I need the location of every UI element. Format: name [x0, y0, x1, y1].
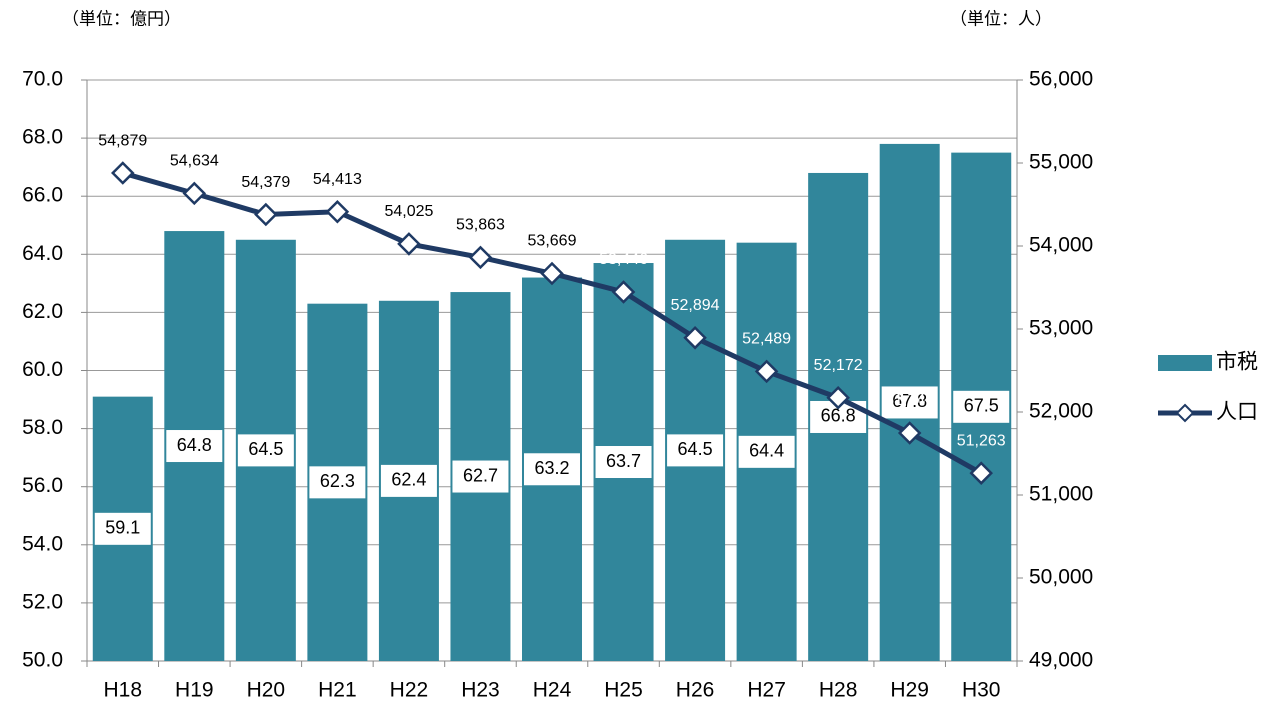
line-value-label: 54,879 [98, 132, 147, 149]
label-box [166, 430, 223, 463]
marker [468, 245, 493, 270]
marker [683, 326, 707, 350]
line-value-label: 52,172 [814, 357, 863, 374]
right-unit: （単位：人） [950, 9, 1052, 28]
marker [182, 181, 207, 206]
y-tick-label: 52.0 [22, 590, 63, 613]
label-box [94, 512, 151, 545]
bar-value-label: 64.8 [177, 435, 212, 455]
line-value-label: 53,669 [528, 233, 577, 250]
bar-value-label: 66.8 [821, 406, 856, 426]
y-tick-label: 62.0 [22, 300, 63, 323]
bar-value-label: 63.7 [606, 451, 641, 471]
bar-value-label: 64.4 [749, 441, 784, 461]
line-value-label: 52,489 [742, 331, 791, 348]
x-tick-label: H20 [247, 679, 286, 702]
marker [897, 421, 922, 445]
bar-value-label: 67.8 [892, 391, 927, 411]
y2-tick-label: 55,000 [1029, 151, 1093, 174]
y-tick-label: 64.0 [22, 242, 63, 265]
x-tick-label: H25 [604, 679, 643, 702]
line-value-label: 53,446 [599, 251, 648, 268]
y-tick-label: 70.0 [22, 68, 63, 91]
y2-tick-label: 53,000 [1029, 317, 1093, 340]
label-box [667, 434, 724, 467]
y-tick-label: 54.0 [22, 532, 63, 555]
bar-value-label: 62.4 [391, 470, 426, 490]
bar-value-label: 59.1 [105, 518, 140, 538]
x-tick-label: H27 [747, 679, 786, 702]
bar-value-label: 62.7 [463, 465, 498, 485]
legend-label: 人口 [1216, 401, 1258, 424]
bar-value-label: 64.5 [678, 439, 713, 459]
label-box [881, 386, 938, 419]
line-value-label: 54,413 [313, 171, 362, 188]
marker [111, 161, 135, 185]
y-tick-label: 66.0 [22, 184, 63, 207]
y2-tick-label: 49,000 [1029, 649, 1093, 672]
marker [754, 359, 779, 384]
marker [325, 199, 350, 224]
line-value-label: 54,025 [384, 203, 433, 220]
label-box [237, 434, 294, 467]
y-tick-label: 60.0 [22, 358, 63, 381]
x-tick-label: H18 [104, 679, 143, 702]
bar-value-label: 63.2 [534, 458, 569, 478]
left-unit: （単位：億円） [62, 9, 181, 28]
x-tick-label: H21 [318, 679, 357, 702]
marker [611, 280, 636, 304]
x-tick-label: H26 [676, 679, 715, 702]
line-value-label: 54,379 [241, 174, 290, 191]
marker [254, 202, 278, 227]
label-box [452, 460, 509, 493]
legend-swatch [1158, 355, 1212, 371]
y-tick-label: 68.0 [22, 126, 63, 149]
label-box [524, 453, 580, 486]
legend-marker [1175, 403, 1195, 423]
y2-tick-label: 51,000 [1029, 483, 1093, 506]
y2-tick-label: 50,000 [1029, 566, 1093, 589]
x-tick-label: H30 [962, 679, 1001, 702]
marker [969, 461, 993, 485]
x-tick-label: H19 [175, 679, 214, 702]
label-box [953, 390, 1010, 423]
y2-tick-label: 54,000 [1029, 234, 1093, 257]
x-tick-label: H24 [533, 679, 572, 702]
marker [397, 232, 421, 256]
y2-tick-label: 56,000 [1029, 68, 1093, 91]
bar-value-label: 67.5 [964, 396, 999, 416]
marker [826, 385, 850, 410]
label-box [380, 464, 437, 497]
y-tick-label: 50.0 [22, 649, 63, 672]
x-tick-label: H22 [390, 679, 429, 702]
label-box [595, 446, 652, 479]
y-tick-label: 58.0 [22, 416, 63, 439]
bar-value-label: 62.3 [320, 471, 355, 491]
x-tick-label: H29 [890, 679, 929, 702]
line-value-label: 51,747 [885, 392, 934, 409]
line-value-label: 53,863 [456, 217, 505, 234]
line-value-label: 54,634 [170, 153, 219, 170]
x-tick-label: H28 [819, 679, 858, 702]
line-value-label: 51,263 [957, 432, 1006, 449]
label-box [738, 435, 795, 468]
legend-label: 市税 [1216, 351, 1258, 374]
y-tick-label: 56.0 [22, 474, 63, 497]
label-box [309, 466, 366, 499]
line-value-label: 52,894 [671, 297, 720, 314]
x-tick-label: H23 [461, 679, 500, 702]
marker [540, 261, 564, 286]
y2-tick-label: 52,000 [1029, 400, 1093, 423]
bar-value-label: 64.5 [248, 439, 283, 459]
